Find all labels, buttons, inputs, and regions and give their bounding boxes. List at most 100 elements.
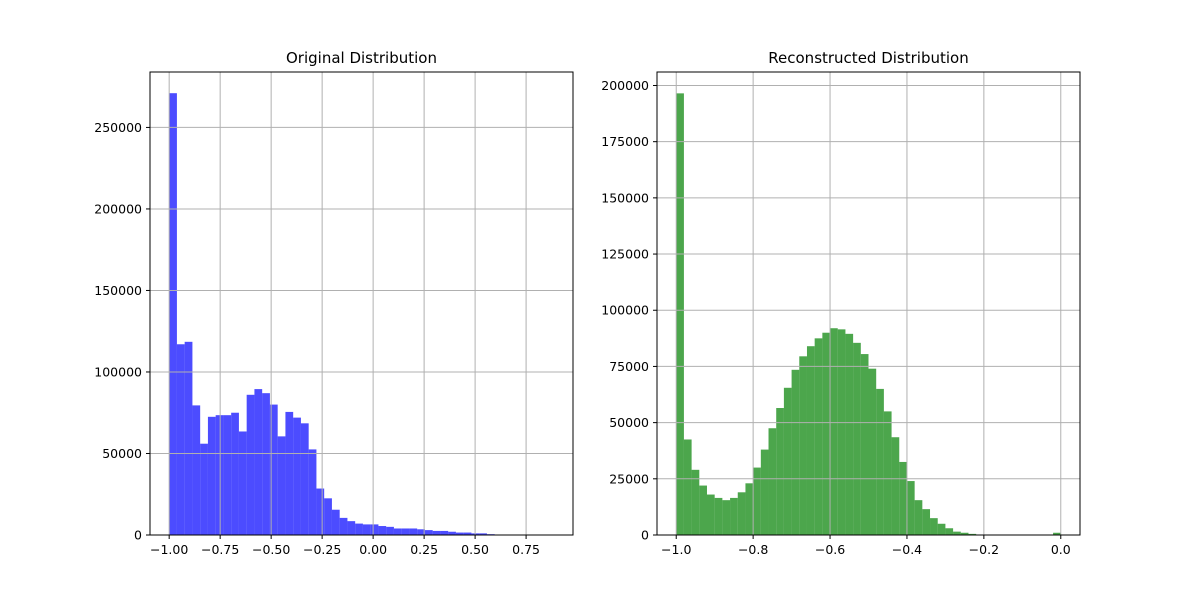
y-tick-label: 175000 (601, 134, 649, 149)
axes-frame (149, 71, 574, 536)
histogram-bar (479, 533, 487, 535)
histogram-bar (922, 509, 931, 535)
histogram-bar (960, 532, 969, 535)
histogram-bar (347, 521, 356, 535)
histogram-bar (753, 467, 761, 535)
y-tick-label: 50000 (609, 415, 649, 430)
histogram-bar (868, 368, 877, 535)
histogram-bar (285, 411, 294, 535)
x-tick-label: −0.6 (815, 542, 845, 557)
x-axis: −1.00 −0.75 −0.50 −0.25 0.00 0.25 0.50 0.75 (150, 535, 540, 557)
histogram-bar (730, 497, 738, 535)
histogram-bar (215, 415, 224, 535)
histogram-bar (745, 483, 754, 535)
y-tick-label: 125000 (601, 247, 649, 262)
x-tick-label: −0.75 (201, 542, 239, 557)
histogram-bar (331, 509, 340, 535)
original-distribution-chart: Original Distribution −1.00 −0.75 −0.50 −0.… (94, 49, 574, 557)
histogram-bar (324, 498, 332, 535)
histogram-bar (1053, 532, 1061, 535)
x-tick-label: −0.25 (303, 542, 341, 557)
histogram-bar (293, 417, 301, 535)
histogram-bar (417, 529, 425, 535)
histogram-bar (300, 423, 309, 535)
histogram-bar (676, 93, 684, 536)
chart-title: Original Distribution (286, 49, 437, 67)
histogram-bar (393, 528, 402, 535)
y-tick-label: 100000 (94, 364, 142, 379)
histogram-bar (683, 439, 692, 535)
histogram-bar (223, 415, 232, 535)
y-tick-label: 250000 (94, 120, 142, 135)
x-tick-label: 0.50 (461, 542, 489, 557)
x-axis: −1.0 −0.8 −0.6 −0.4 −0.2 0.0 (661, 535, 1071, 557)
y-tick-label: 200000 (94, 201, 142, 216)
histogram-bar (184, 341, 193, 535)
y-axis: 0 25000 50000 75000 100000 125000 150000 175000… (601, 78, 657, 543)
histogram-bar (424, 530, 433, 535)
x-tick-label: 0.75 (512, 542, 540, 557)
y-tick-label: 150000 (601, 190, 649, 205)
histogram-bar (776, 408, 784, 535)
x-tick-label: −0.50 (252, 542, 290, 557)
histogram-bar (448, 531, 456, 535)
histogram-bar (409, 528, 418, 535)
histogram-bar (853, 342, 861, 535)
histogram-bar (308, 449, 317, 535)
histogram-bar (899, 461, 907, 535)
histogram-bar (192, 405, 201, 535)
y-tick-label: 0 (134, 528, 142, 543)
histogram-bar (231, 412, 239, 535)
x-tick-label: −0.2 (969, 542, 999, 557)
histogram-bar (432, 530, 441, 535)
reconstructed-distribution-chart: Reconstructed Distribution −1.0 −0.8 −0.6−… (601, 49, 1081, 557)
histogram-bar (806, 346, 815, 535)
histogram-bar (316, 488, 325, 535)
x-tick-label: 0.0 (1051, 542, 1071, 557)
histogram-bar (370, 524, 379, 535)
histogram-bar (737, 492, 746, 535)
histogram-bar (722, 500, 731, 535)
histogram-bar (860, 354, 869, 535)
histogram-bar (945, 528, 954, 535)
x-tick-label: 0.00 (359, 542, 387, 557)
y-tick-label: 25000 (609, 471, 649, 486)
histogram-bar (968, 533, 977, 535)
histogram-bar (799, 356, 807, 535)
histogram-bar (953, 531, 961, 535)
histogram-bar (246, 394, 255, 535)
histogram-bar (906, 481, 915, 535)
x-tick-label: 0.25 (410, 542, 438, 557)
histogram-bar (837, 329, 846, 535)
histogram-bar (238, 431, 247, 535)
y-tick-label: 50000 (102, 446, 142, 461)
bars (676, 93, 1061, 536)
histogram-bar (254, 389, 263, 535)
histogram-bar (207, 416, 216, 535)
histogram-bar (891, 437, 900, 535)
x-tick-label: −1.0 (661, 542, 691, 557)
histogram-bar (760, 449, 769, 535)
y-tick-label: 150000 (94, 283, 142, 298)
histogram-bar (455, 532, 464, 535)
histogram-bar (401, 528, 410, 535)
histogram-bar (845, 333, 854, 535)
histogram-bar (699, 485, 707, 535)
x-tick-label: −0.8 (738, 542, 768, 557)
histogram-bar (691, 469, 700, 535)
histogram-bar (200, 443, 208, 535)
histogram-bar (876, 388, 884, 535)
y-tick-label: 0 (641, 528, 649, 543)
histogram-bar (269, 404, 278, 535)
histogram-bar (791, 369, 800, 535)
x-tick-label: −1.00 (150, 542, 188, 557)
bars (169, 93, 557, 535)
histogram-bar (339, 517, 348, 535)
histogram-bar (830, 328, 838, 535)
histogram-bar (930, 518, 938, 535)
histogram-bar (883, 411, 892, 535)
histogram-bar (440, 530, 449, 535)
histogram-bar (355, 523, 363, 535)
y-tick-label: 75000 (609, 359, 649, 374)
